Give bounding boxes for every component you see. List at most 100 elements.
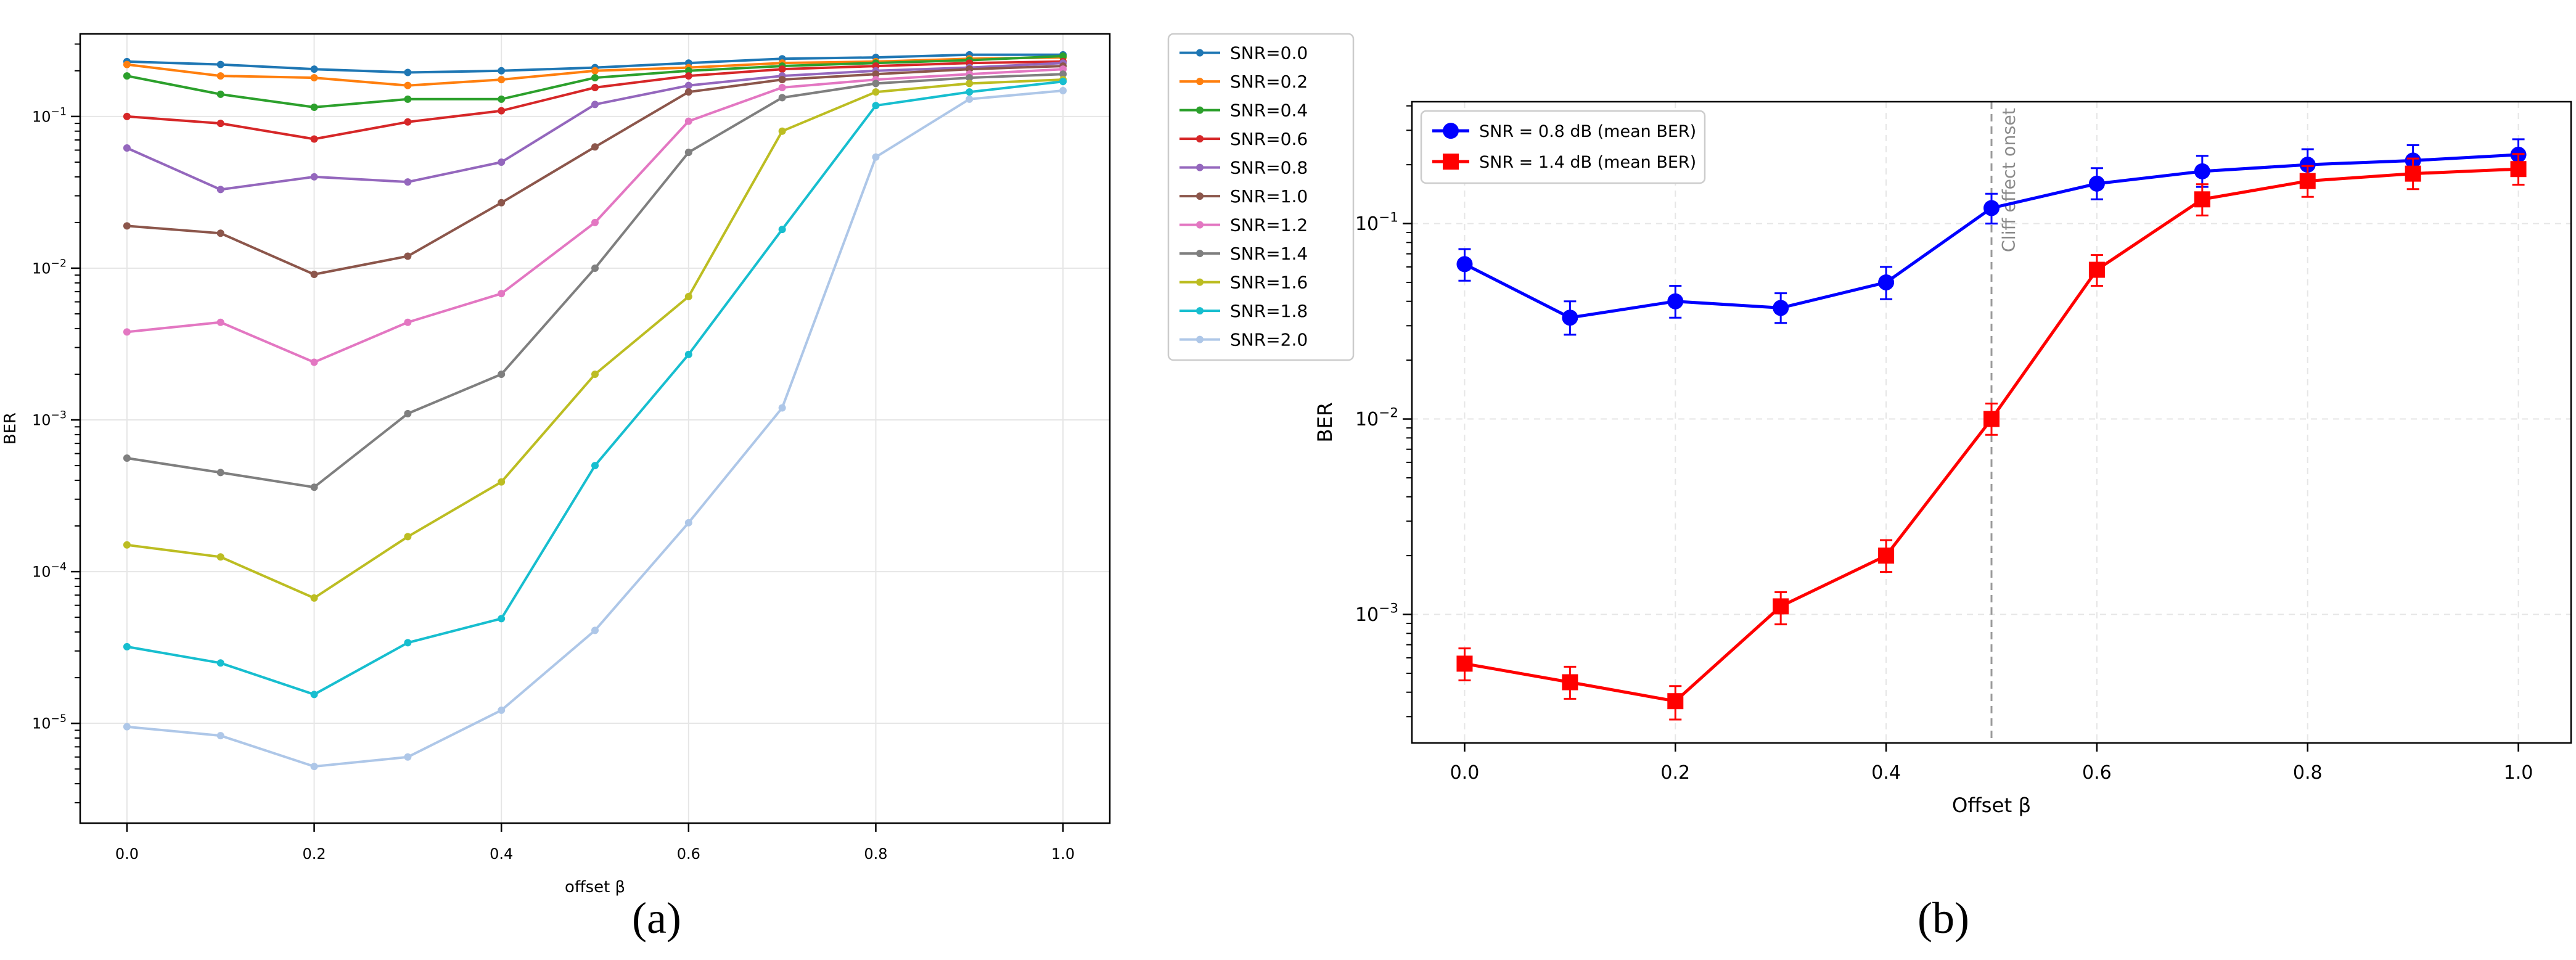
- data-point: [684, 88, 692, 96]
- data-point: [216, 553, 224, 561]
- data-point: [591, 143, 599, 151]
- data-point: [310, 173, 318, 181]
- data-point: [310, 763, 318, 771]
- data-point: [872, 153, 880, 161]
- data-point: [1667, 693, 1684, 710]
- data-point: [310, 65, 318, 73]
- data-point: [684, 72, 692, 80]
- data-point: [498, 95, 506, 103]
- x-axis-label: offset β: [565, 878, 625, 896]
- data-point: [123, 541, 131, 549]
- legend-label: SNR = 1.4 dB (mean BER): [1479, 153, 1696, 172]
- data-point: [404, 639, 412, 647]
- x-tick-label: 0.4: [490, 845, 513, 863]
- data-point: [310, 691, 318, 699]
- y-tick-label: 10−3: [32, 409, 67, 429]
- data-point: [123, 454, 131, 462]
- legend-label: SNR=0.0: [1230, 43, 1308, 64]
- data-point: [2299, 173, 2316, 189]
- legend-label: SNR=1.4: [1230, 244, 1308, 264]
- data-point: [2088, 175, 2105, 192]
- data-point: [591, 74, 599, 82]
- data-point: [216, 186, 224, 194]
- data-point: [1983, 200, 2000, 216]
- data-point: [591, 626, 599, 634]
- legend-label: SNR=1.2: [1230, 215, 1308, 236]
- data-point: [591, 101, 599, 109]
- data-point: [310, 135, 318, 143]
- data-point: [498, 107, 506, 115]
- legend-swatch-marker: [1196, 307, 1204, 315]
- y-axis-label: BER: [1, 412, 20, 445]
- legend-swatch-marker: [1443, 154, 1459, 170]
- legend-box: [1167, 33, 1355, 361]
- legend-label: SNR=0.2: [1230, 72, 1308, 92]
- data-point: [2088, 261, 2105, 278]
- data-point: [498, 615, 506, 623]
- data-point: [310, 358, 318, 366]
- data-point: [123, 60, 131, 68]
- data-point: [966, 74, 974, 82]
- caption-b: (b): [1918, 893, 1969, 943]
- y-axis-label: BER: [1313, 402, 1337, 442]
- data-point: [778, 65, 786, 73]
- data-point: [778, 404, 786, 412]
- legend-swatch-marker: [1196, 106, 1204, 114]
- data-point: [684, 81, 692, 89]
- data-point: [872, 70, 880, 78]
- y-tick-label: 10−4: [32, 561, 67, 581]
- data-point: [123, 144, 131, 152]
- x-tick-label: 0.8: [864, 845, 887, 863]
- data-point: [684, 519, 692, 527]
- legend-label: SNR=0.8: [1230, 158, 1308, 178]
- data-point: [498, 370, 506, 378]
- data-point: [498, 76, 506, 84]
- series-line: [126, 78, 1064, 600]
- data-point: [216, 659, 224, 667]
- series-line: [126, 68, 1064, 364]
- data-point: [310, 483, 318, 491]
- data-point: [1667, 293, 1684, 310]
- data-point: [966, 80, 974, 88]
- x-tick-label: 1.0: [2504, 762, 2533, 784]
- data-point: [1456, 256, 1473, 273]
- data-point: [1059, 52, 1067, 60]
- data-point: [778, 76, 786, 84]
- data-point: [498, 290, 506, 298]
- legend-swatch-marker: [1196, 163, 1204, 171]
- data-point: [404, 178, 412, 186]
- legend-swatch-marker: [1196, 250, 1204, 258]
- legend: SNR = 0.8 dB (mean BER) SNR = 1.4 dB (mea…: [1420, 110, 1706, 184]
- data-point: [123, 328, 131, 336]
- data-point: [872, 88, 880, 96]
- data-point: [498, 199, 506, 207]
- x-tick-label: 0.4: [1871, 762, 1901, 784]
- y-tick-label: 10−2: [1355, 406, 1398, 431]
- series-line: [126, 65, 1064, 276]
- legend-label: SNR=1.6: [1230, 273, 1308, 293]
- legend-label: SNR=0.6: [1230, 129, 1308, 149]
- data-point: [1562, 310, 1578, 326]
- data-point: [591, 264, 599, 272]
- x-tick-label: 0.6: [2082, 762, 2112, 784]
- data-point: [123, 222, 131, 230]
- data-point: [310, 103, 318, 111]
- data-point: [778, 84, 786, 92]
- data-point: [216, 229, 224, 237]
- legend: SNR=0.0 SNR=0.2 SNR=0.4 SNR=0.6 SNR=0.8 SNR=1…: [1167, 33, 1355, 361]
- data-point: [778, 226, 786, 234]
- data-point: [404, 409, 412, 417]
- data-point: [591, 370, 599, 378]
- series-line: [126, 89, 1064, 768]
- legend-swatch-marker: [1196, 78, 1204, 86]
- data-point: [498, 706, 506, 714]
- data-point: [2510, 161, 2527, 178]
- panel-a-chart: 0.0 0.2 0.4 0.6 0.8 1.0 10−5 10−4 10−3 10−2 10−1 of…: [1, 33, 1355, 896]
- data-point: [591, 67, 599, 75]
- data-point: [966, 88, 974, 96]
- data-point: [2194, 163, 2210, 179]
- data-point: [1983, 411, 2000, 427]
- series-line: [126, 62, 1064, 191]
- y-tick-label: 10−1: [1355, 210, 1398, 236]
- data-point: [1059, 70, 1067, 78]
